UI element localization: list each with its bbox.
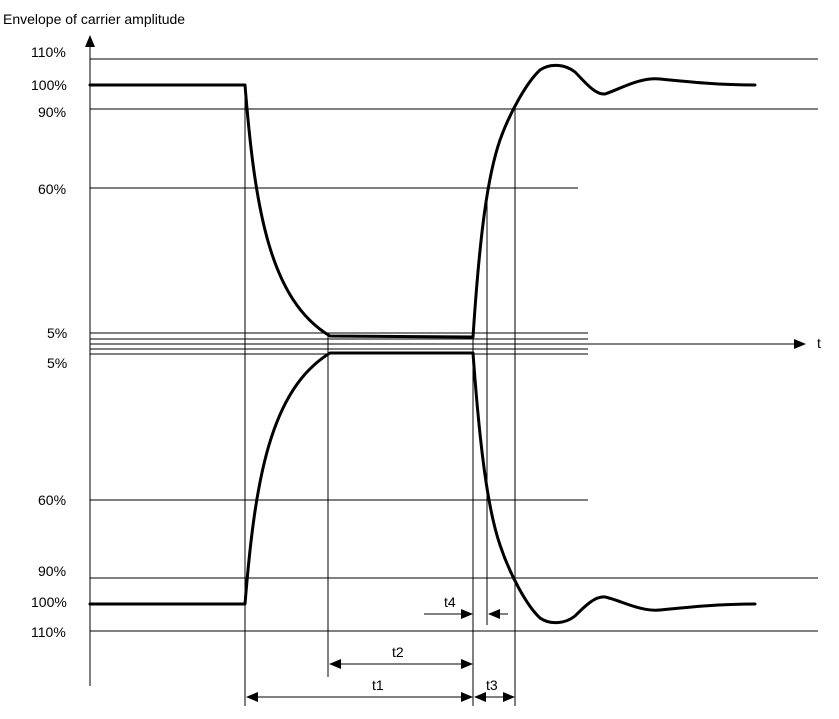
upper-envelope-curve: [88, 63, 757, 339]
lower-envelope-curve: [88, 351, 757, 625]
upper-label-100: 100%: [31, 77, 67, 93]
t2-label: t2: [392, 644, 404, 660]
lower-label-90: 90%: [38, 563, 66, 579]
t4-label: t4: [444, 594, 456, 610]
t1-label: t1: [372, 677, 384, 693]
upper-label-110: 110%: [31, 44, 66, 60]
lower-label-5: 5%: [47, 355, 67, 371]
y-axis-label: Envelope of carrier amplitude: [3, 11, 185, 27]
lower-label-100: 100%: [31, 594, 67, 610]
upper-label-90: 90%: [38, 104, 66, 120]
x-axis-label: t: [817, 335, 821, 351]
upper-label-60: 60%: [38, 181, 66, 197]
t3-label: t3: [486, 677, 498, 693]
lower-label-110: 110%: [31, 624, 66, 640]
lower-label-60: 60%: [38, 492, 66, 508]
upper-label-5: 5%: [47, 325, 67, 341]
